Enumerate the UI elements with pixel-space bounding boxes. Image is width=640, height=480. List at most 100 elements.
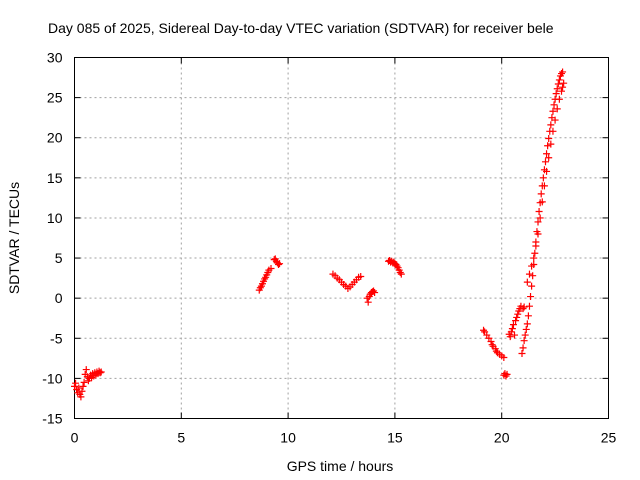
data-point	[547, 121, 555, 129]
data-point	[77, 393, 85, 401]
data-point	[540, 182, 548, 190]
data-point	[527, 293, 535, 301]
data-point	[261, 275, 269, 283]
data-point	[534, 218, 542, 226]
data-point	[531, 249, 539, 257]
data-point	[512, 317, 520, 325]
data-point	[529, 272, 537, 280]
data-point	[480, 326, 488, 334]
data-point	[519, 305, 527, 313]
data-point	[502, 372, 510, 380]
plot-frame	[74, 57, 609, 419]
data-point	[397, 270, 405, 278]
data-point	[256, 284, 264, 292]
data-point	[506, 333, 514, 341]
data-point	[370, 287, 378, 295]
y-tick-label: 25	[47, 90, 63, 106]
data-point	[537, 190, 545, 198]
data-point	[492, 347, 500, 355]
data-point	[520, 337, 528, 345]
data-point	[96, 369, 104, 377]
data-point	[396, 268, 404, 276]
data-point	[514, 310, 522, 318]
data-point	[364, 298, 372, 306]
data-point	[560, 79, 568, 87]
data-point	[559, 83, 567, 91]
data-point	[550, 101, 558, 109]
data-point	[488, 341, 496, 349]
data-point	[523, 320, 531, 328]
chart-title: Day 085 of 2025, Sidereal Day-to-day VTE…	[48, 20, 554, 36]
data-point	[371, 289, 379, 297]
y-tick-label: 0	[55, 290, 63, 306]
axis-ticks: 0 5 10 15 20 25 -15 -10 -5 0 5 10 15 20 25 30	[42, 50, 616, 446]
data-point	[523, 278, 531, 286]
data-point	[511, 331, 519, 339]
x-tick-label: 20	[494, 430, 510, 446]
data-point	[97, 368, 105, 376]
data-point	[522, 325, 530, 333]
data-point	[536, 214, 544, 222]
data-point	[513, 313, 521, 321]
data-point	[532, 242, 540, 250]
data-point	[528, 282, 536, 290]
x-tick-label: 5	[177, 430, 185, 446]
data-point	[553, 85, 561, 93]
data-point	[535, 208, 543, 216]
x-tick-label: 10	[280, 430, 296, 446]
data-point	[357, 273, 365, 281]
x-tick-label: 25	[601, 430, 617, 446]
y-tick-label: 20	[47, 130, 63, 146]
data-point	[487, 337, 495, 345]
data-point	[543, 150, 551, 158]
data-point	[551, 116, 559, 124]
data-point	[545, 154, 553, 162]
y-tick-label: 10	[47, 210, 63, 226]
data-point	[78, 387, 86, 395]
data-point	[503, 370, 511, 378]
x-axis-label: GPS time / hours	[287, 458, 394, 474]
x-tick-label: 15	[387, 430, 403, 446]
data-point	[553, 105, 561, 113]
data-point	[545, 135, 553, 143]
data-point	[549, 107, 557, 115]
data-point	[519, 344, 527, 352]
data-point	[538, 198, 546, 206]
data-point	[555, 95, 563, 103]
data-points	[71, 68, 568, 401]
y-tick-label: -10	[42, 370, 62, 386]
y-tick-label: 5	[55, 250, 63, 266]
data-point	[75, 384, 83, 392]
data-point	[508, 325, 516, 333]
y-tick-label: 30	[47, 50, 63, 66]
data-point	[549, 127, 557, 135]
data-point	[528, 262, 536, 270]
y-tick-label: -5	[50, 330, 63, 346]
data-point	[79, 382, 87, 390]
data-point	[534, 230, 542, 238]
data-point	[525, 302, 533, 310]
data-point	[507, 328, 515, 336]
data-point	[525, 270, 533, 278]
y-tick-label: -15	[42, 411, 62, 427]
data-point	[555, 76, 563, 84]
data-point	[72, 379, 80, 387]
data-point	[80, 378, 88, 386]
data-point	[509, 321, 517, 329]
data-point	[539, 174, 547, 182]
data-point	[541, 158, 549, 166]
data-point	[544, 142, 552, 150]
data-point	[543, 167, 551, 175]
y-axis-label: SDTVAR / TECUs	[6, 182, 22, 294]
data-point	[267, 264, 275, 272]
data-point	[559, 68, 567, 76]
data-point	[521, 331, 529, 339]
grid	[74, 57, 609, 419]
data-point	[393, 262, 401, 270]
data-point	[82, 366, 90, 374]
data-point	[518, 350, 526, 358]
data-point	[558, 87, 566, 95]
data-point	[500, 354, 508, 362]
data-point	[530, 254, 538, 262]
